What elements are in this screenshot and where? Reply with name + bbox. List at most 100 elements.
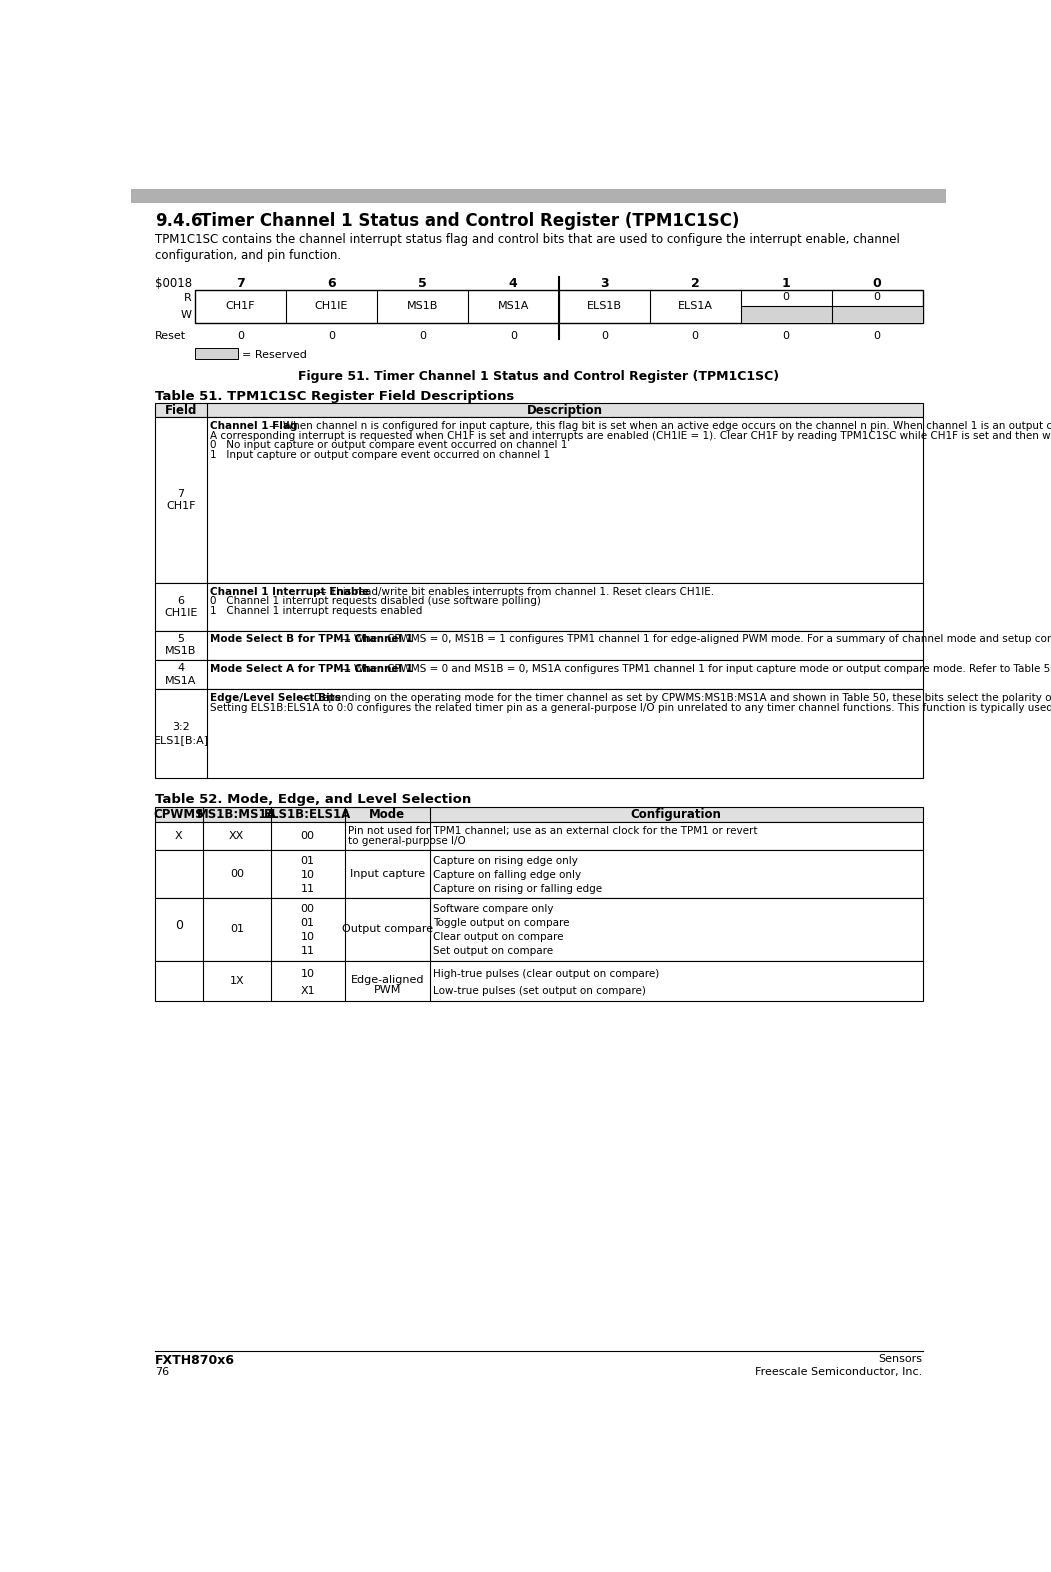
Text: TPM1C1SC contains the channel interrupt status flag and control bits that are us: TPM1C1SC contains the channel interrupt … (154, 233, 900, 263)
Text: W: W (181, 310, 192, 321)
Bar (131, 189, 946, 203)
Text: to general-purpose I/O: to general-purpose I/O (348, 836, 466, 846)
Text: Freescale Semiconductor, Inc.: Freescale Semiconductor, Inc. (756, 1366, 923, 1377)
Text: Timer Channel 1 Status and Control Register (TPM1C1SC): Timer Channel 1 Status and Control Regis… (200, 212, 739, 230)
Bar (154, 404, 923, 417)
Bar (154, 630, 923, 660)
Bar (154, 660, 923, 689)
Text: Mode Select B for TPM1 Channel 1: Mode Select B for TPM1 Channel 1 (210, 635, 413, 645)
Text: CH1F: CH1F (226, 302, 255, 311)
Text: 0: 0 (601, 332, 607, 341)
Text: Low-true pulses (set output on compare): Low-true pulses (set output on compare) (433, 986, 645, 995)
Text: 7
CH1F: 7 CH1F (166, 489, 195, 511)
Text: Mode: Mode (369, 808, 406, 821)
Text: 3:2
ELS1[B:A]: 3:2 ELS1[B:A] (153, 722, 208, 745)
Text: 11: 11 (301, 883, 314, 894)
Text: Setting ELS1B:ELS1A to 0:0 configures the related timer pin as a general-purpose: Setting ELS1B:ELS1A to 0:0 configures th… (210, 703, 1051, 712)
Text: — This read/write bit enables interrupts from channel 1. Reset clears CH1IE.: — This read/write bit enables interrupts… (313, 586, 715, 597)
Text: 1   Channel 1 interrupt requests enabled: 1 Channel 1 interrupt requests enabled (210, 605, 423, 616)
Text: 0: 0 (236, 332, 244, 341)
Text: ELS1A: ELS1A (678, 302, 713, 311)
Text: Configuration: Configuration (631, 808, 722, 821)
Text: 4
MS1A: 4 MS1A (165, 663, 197, 685)
Text: 4: 4 (509, 277, 518, 291)
Text: ELS1B:ELS1A: ELS1B:ELS1A (264, 808, 351, 821)
Text: 10: 10 (301, 968, 314, 979)
Text: 3: 3 (600, 277, 609, 291)
Text: — Depending on the operating mode for the timer channel as set by CPWMS:MS1B:MS1: — Depending on the operating mode for th… (297, 693, 1051, 703)
Text: 2: 2 (691, 277, 700, 291)
Text: 7: 7 (236, 277, 245, 291)
Text: 5
MS1B: 5 MS1B (165, 634, 197, 657)
Text: Capture on falling edge only: Capture on falling edge only (433, 869, 581, 880)
Text: Channel 1 Flag: Channel 1 Flag (210, 421, 297, 431)
Text: 01: 01 (230, 924, 244, 934)
Text: Sensors: Sensors (879, 1355, 923, 1364)
Bar (154, 850, 923, 898)
Text: Input capture: Input capture (350, 869, 425, 879)
Text: CH1IE: CH1IE (314, 302, 348, 311)
Text: 0: 0 (783, 332, 789, 341)
Text: 6
CH1IE: 6 CH1IE (164, 596, 198, 618)
Text: PWM: PWM (373, 984, 400, 995)
Text: Figure 51. Timer Channel 1 Status and Control Register (TPM1C1SC): Figure 51. Timer Channel 1 Status and Co… (298, 369, 779, 382)
Text: $0018: $0018 (154, 277, 191, 291)
Text: 00: 00 (301, 904, 314, 913)
Bar (194, 289, 923, 324)
Text: Software compare only: Software compare only (433, 904, 553, 913)
Text: 0: 0 (692, 332, 699, 341)
Text: 10: 10 (301, 869, 314, 880)
Text: 01: 01 (301, 918, 314, 927)
Text: 11: 11 (301, 945, 314, 956)
Text: Edge-aligned: Edge-aligned (350, 975, 424, 984)
Text: Table 52. Mode, Edge, and Level Selection: Table 52. Mode, Edge, and Level Selectio… (154, 794, 471, 806)
Text: Set output on compare: Set output on compare (433, 945, 553, 956)
Text: 6: 6 (327, 277, 335, 291)
Text: 01: 01 (301, 857, 314, 866)
Text: 0: 0 (328, 332, 335, 341)
Text: — When channel n is configured for input capture, this flag bit is set when an a: — When channel n is configured for input… (266, 421, 1051, 431)
Text: Edge/Level Select Bits: Edge/Level Select Bits (210, 693, 342, 703)
Text: — When CPWMS = 0, MS1B = 1 configures TPM1 channel 1 for edge-aligned PWM mode. : — When CPWMS = 0, MS1B = 1 configures TP… (337, 635, 1051, 645)
Text: Description: Description (527, 404, 603, 417)
Text: A corresponding interrupt is requested when CH1F is set and interrupts are enabl: A corresponding interrupt is requested w… (210, 431, 1051, 440)
Text: 00: 00 (230, 869, 244, 879)
Text: — When CPWMS = 0 and MS1B = 0, MS1A configures TPM1 channel 1 for input capture : — When CPWMS = 0 and MS1B = 0, MS1A conf… (337, 663, 1051, 674)
Text: Clear output on compare: Clear output on compare (433, 932, 563, 942)
Text: 0: 0 (783, 292, 789, 302)
Bar (154, 960, 923, 1001)
Text: 5: 5 (418, 277, 427, 291)
Text: 9.4.6: 9.4.6 (154, 212, 202, 230)
Text: Capture on rising or falling edge: Capture on rising or falling edge (433, 883, 602, 894)
Text: 1: 1 (782, 277, 790, 291)
Text: = Reserved: = Reserved (242, 349, 307, 360)
Text: XX: XX (229, 832, 245, 841)
Text: 10: 10 (301, 932, 314, 942)
Text: High-true pulses (clear output on compare): High-true pulses (clear output on compar… (433, 968, 659, 979)
Text: Mode Select A for TPM1 Channel 1: Mode Select A for TPM1 Channel 1 (210, 663, 413, 674)
Text: Output compare: Output compare (342, 924, 433, 934)
Bar (154, 417, 923, 583)
Bar (741, 307, 831, 324)
Text: 1   Input capture or output compare event occurred on channel 1: 1 Input capture or output compare event … (210, 450, 551, 461)
Text: Field: Field (165, 404, 198, 417)
Text: 0: 0 (873, 332, 881, 341)
Text: 76: 76 (154, 1366, 169, 1377)
Bar (831, 307, 923, 324)
Bar (154, 822, 923, 850)
Text: MS1A: MS1A (497, 302, 529, 311)
Text: CPWMS: CPWMS (153, 808, 204, 821)
Text: X1: X1 (301, 986, 315, 995)
Text: ELS1B: ELS1B (586, 302, 622, 311)
Text: 0: 0 (872, 277, 882, 291)
Text: 0   No input capture or output compare event occurred on channel 1: 0 No input capture or output compare eve… (210, 440, 568, 451)
Text: Capture on rising edge only: Capture on rising edge only (433, 857, 578, 866)
Text: 0: 0 (873, 292, 881, 302)
Text: 0: 0 (419, 332, 426, 341)
Text: Reset: Reset (154, 332, 186, 341)
Text: Pin not used for TPM1 channel; use as an external clock for the TPM1 or revert: Pin not used for TPM1 channel; use as an… (348, 827, 757, 836)
Text: FXTH870x6: FXTH870x6 (154, 1355, 234, 1368)
Text: 0   Channel 1 interrupt requests disabled (use software polling): 0 Channel 1 interrupt requests disabled … (210, 596, 541, 607)
Text: Table 51. TPM1C1SC Register Field Descriptions: Table 51. TPM1C1SC Register Field Descri… (154, 390, 514, 402)
Text: MS1B:MS1A: MS1B:MS1A (197, 808, 276, 821)
